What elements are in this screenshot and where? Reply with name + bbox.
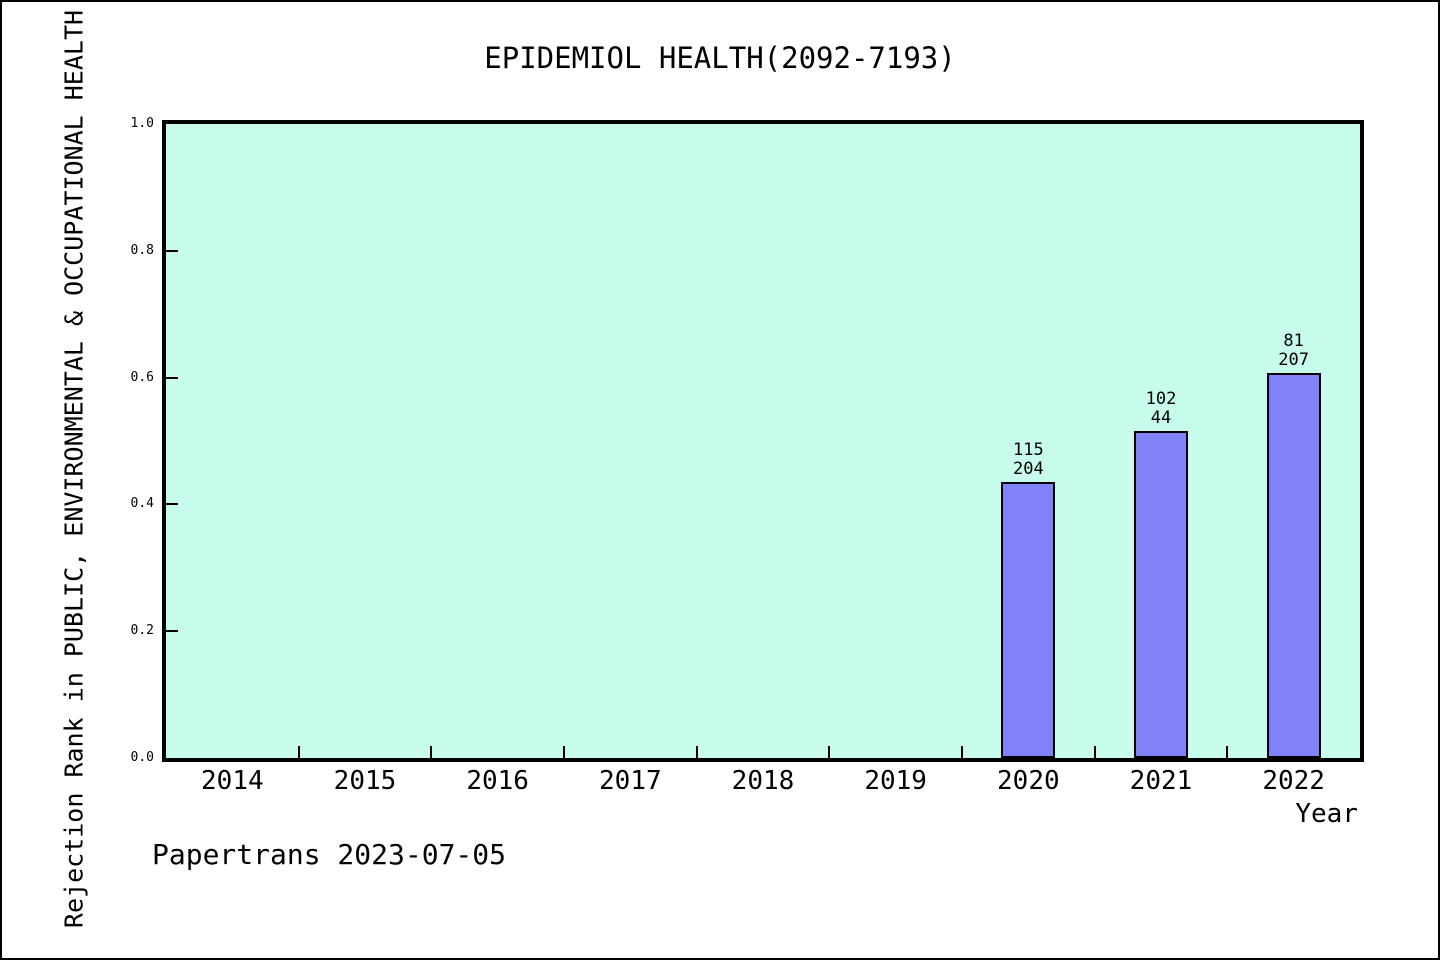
x-tick-label: 2021 — [1129, 766, 1193, 796]
chart-title: EPIDEMIOL HEALTH(2092-7193) — [484, 41, 956, 75]
bar-annotation-2020: 115 204 — [968, 441, 1088, 479]
y-tick-mark — [166, 249, 178, 252]
y-tick-label: 0.4 — [130, 496, 154, 512]
y-tick-label: 0.2 — [130, 623, 154, 639]
y-tick-mark — [166, 376, 178, 379]
bar-2021 — [1134, 430, 1188, 758]
x-tick-label: 2016 — [466, 766, 529, 796]
bar-annotation-line: 207 — [1278, 350, 1310, 371]
x-tick-mark — [1226, 746, 1229, 758]
x-tick-mark — [563, 746, 565, 758]
footer-text: Papertrans 2023-07-05 — [152, 838, 507, 871]
bar-2020 — [1001, 482, 1056, 758]
bar-annotation-2022: 81 207 — [1234, 332, 1354, 370]
x-tick-label: 2020 — [997, 766, 1060, 796]
x-tick-label: 2018 — [731, 766, 795, 796]
y-tick-label: 0.8 — [130, 242, 154, 258]
y-tick-label: 1.0 — [130, 116, 154, 131]
plot-area: 115 204 102 44 81 207 — [162, 120, 1364, 762]
x-tick-mark — [828, 746, 831, 758]
y-axis-label: Rejection Rank in PUBLIC, ENVIRONMENTAL … — [59, 9, 89, 929]
bar-annotation-line: 81 — [1283, 331, 1304, 352]
bar-annotation-line: 44 — [1150, 407, 1172, 428]
x-tick-mark — [297, 746, 300, 758]
bar-annotation-line: 102 — [1145, 388, 1177, 409]
x-tick-label: 2019 — [864, 766, 927, 796]
x-tick-mark — [695, 746, 698, 758]
x-tick-mark — [961, 746, 963, 758]
y-tick-label: 0.6 — [130, 369, 154, 385]
x-tick-label: 2014 — [201, 766, 264, 796]
bar-annotation-line: 204 — [1012, 459, 1044, 480]
x-tick-label: 2017 — [599, 766, 662, 796]
bar-annotation-line: 115 — [1012, 440, 1044, 461]
y-tick-mark — [166, 630, 178, 633]
x-axis-label: Year — [1295, 799, 1358, 829]
x-tick-label: 2015 — [333, 766, 397, 796]
y-tick-label: 0.0 — [130, 750, 154, 765]
x-tick-label: 2022 — [1262, 766, 1325, 796]
bar-2022 — [1266, 373, 1321, 758]
y-tick-mark — [166, 503, 178, 506]
x-tick-mark — [1093, 746, 1096, 758]
bar-annotation-2021: 102 44 — [1101, 388, 1221, 428]
x-tick-mark — [430, 746, 433, 758]
